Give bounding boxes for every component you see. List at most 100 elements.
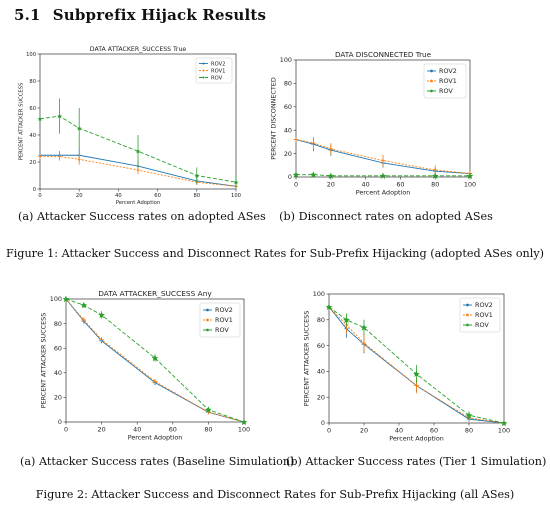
data-point: [194, 173, 200, 178]
data-point: [98, 311, 105, 319]
x-axis-label: Percent Adoption: [389, 434, 444, 442]
x-tick-label: 0: [38, 193, 41, 199]
x-tick-label: 60: [169, 425, 177, 433]
y-tick-label: 20: [317, 393, 325, 401]
data-point: [325, 303, 333, 310]
legend-label: ROV1: [215, 316, 233, 324]
chart-svg: 0 20 40 60 80 100 0 20 40 60 80 100 Percent Adoption…: [18, 46, 240, 206]
data-point: [431, 172, 439, 179]
legend-marker: [206, 328, 209, 332]
y-tick-label: 80: [317, 316, 325, 324]
chart-attacker-success-baseline: 0 20 40 60 80 100 0 20 40 60 80 100 Percent Adoption…: [10, 284, 260, 446]
y-tick-label: 40: [317, 368, 325, 376]
y-tick-label: 20: [54, 394, 62, 402]
x-tick-label: 0: [294, 180, 298, 188]
y-tick-label: 60: [284, 103, 292, 111]
legend-box: [199, 302, 241, 338]
x-tick-label: 80: [204, 425, 212, 433]
figure2-caption: Figure 2: Attacker Success and Disconnec…: [35, 488, 515, 501]
legend-label: ROV: [475, 321, 489, 329]
legend-marker: [466, 323, 469, 327]
legend-box: [195, 57, 233, 84]
data-point: [240, 418, 248, 426]
x-axis-label: Percent Adoption: [116, 200, 160, 206]
y-tick-label: 100: [50, 295, 62, 303]
y-tick-label: 60: [29, 106, 36, 112]
chart-svg: 0 20 40 60 80 100 0 20 40 60 80 100 Percent Adoption…: [39, 289, 250, 441]
x-tick-label: 60: [430, 426, 438, 434]
series-line: [328, 306, 505, 424]
y-tick-label: 60: [317, 342, 325, 350]
data-point: [205, 406, 212, 413]
legend-label: ROV2: [211, 61, 225, 67]
data-point: [343, 316, 350, 323]
y-tick-label: 0: [33, 187, 36, 193]
y-tick-label: 20: [29, 160, 36, 166]
data-point: [465, 411, 473, 419]
y-tick-label: 40: [54, 369, 62, 377]
section-number: 5.1: [14, 6, 41, 24]
plot-frame: [328, 293, 505, 424]
y-tick-label: 0: [321, 419, 325, 427]
chart-attacker-success-tier1: 0 20 40 60 80 100 0 20 40 60 80 100 Percent Adoption…: [286, 284, 518, 446]
data-point: [360, 324, 368, 331]
x-tick-label: 100: [238, 425, 250, 433]
y-tick-label: 100: [313, 290, 325, 298]
legend-marker: [430, 89, 433, 93]
data-point: [151, 354, 159, 362]
chart-disconnected-adopted: 0 20 40 60 80 100 0 20 40 60 80 100 Percent Adoption…: [266, 42, 496, 202]
y-tick-label: 20: [284, 150, 292, 158]
data-point: [379, 172, 387, 179]
legend-label: ROV: [439, 87, 453, 95]
x-tick-label: 20: [76, 193, 83, 199]
x-tick-label: 20: [360, 426, 368, 434]
legend-marker: [202, 69, 205, 72]
x-tick-label: 100: [498, 426, 510, 434]
y-axis-label: PERCENT ATTACKER SUCCESS: [302, 311, 310, 407]
data-point: [500, 419, 508, 427]
x-tick-label: 100: [464, 180, 476, 188]
figure1-subcaption-b: (b) Disconnect rates on adopted ASes: [279, 210, 493, 223]
data-point: [62, 295, 70, 303]
y-tick-label: 100: [26, 52, 36, 58]
chart-svg: 0 20 40 60 80 100 0 20 40 60 80 100 Percent Adoption…: [302, 290, 510, 442]
series-rov: [62, 295, 248, 426]
x-axis-label: Percent Adoption: [128, 433, 183, 441]
legend-label: ROV: [215, 326, 229, 334]
legend-marker: [202, 62, 205, 65]
legend-label: ROV2: [475, 301, 493, 309]
legend: ROV2 ROV1 ROV: [459, 297, 501, 333]
x-tick-label: 80: [193, 193, 200, 199]
legend-label: ROV1: [475, 311, 493, 319]
series-rov: [37, 98, 239, 189]
chart-title: DATA ATTACKER_SUCCESS True: [90, 46, 187, 53]
figure1-caption: Figure 1: Attacker Success and Disconnec…: [5, 247, 545, 260]
legend-box: [423, 63, 467, 99]
legend-label: ROV1: [211, 68, 225, 74]
legend-label: ROV1: [439, 77, 457, 85]
y-tick-label: 80: [284, 80, 292, 88]
series-line: [39, 115, 237, 183]
series-rov1: [293, 137, 473, 176]
series-line: [40, 156, 237, 187]
series-rov: [292, 171, 474, 179]
legend-marker: [430, 69, 433, 73]
data-point: [466, 172, 474, 179]
series-line: [65, 298, 245, 423]
y-tick-label: 60: [54, 344, 62, 352]
series-line: [65, 298, 245, 423]
y-tick-label: 0: [288, 173, 292, 181]
chart-title: DATA ATTACKER_SUCCESS Any: [98, 289, 212, 298]
x-tick-label: 0: [327, 426, 331, 434]
data-point: [76, 125, 82, 131]
y-axis-label: PERCENT ATTACKER SUCCESS: [39, 313, 47, 409]
x-tick-label: 80: [431, 180, 439, 188]
figure2-subcaption-a: (a) Attacker Success rates (Baseline Sim…: [20, 455, 295, 468]
legend-marker: [206, 308, 209, 312]
x-tick-label: 60: [154, 193, 161, 199]
y-axis-label: PERCENT DISCONNECTED: [269, 77, 277, 160]
section-heading: 5.1 Subprefix Hijack Results: [14, 6, 266, 24]
